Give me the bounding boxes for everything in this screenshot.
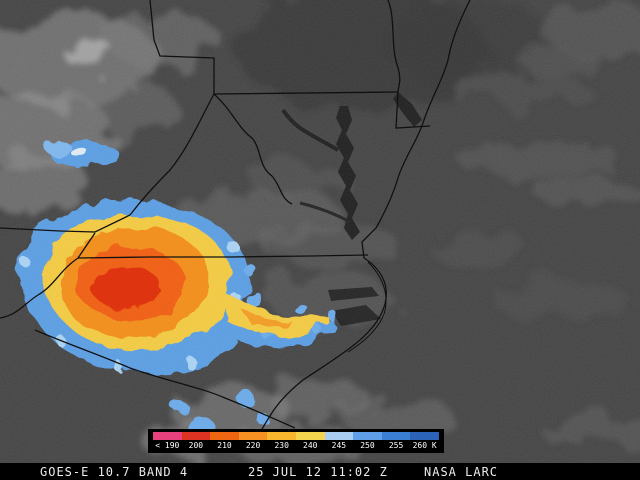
source-label: NASA LARC	[424, 465, 499, 479]
legend-label: 220	[245, 441, 261, 450]
grain-overlay	[0, 0, 640, 464]
legend-label: 230	[274, 441, 289, 450]
legend-label: 260 K	[412, 441, 437, 450]
legend-entry: 245	[324, 432, 354, 452]
legend-entry: 260 K	[410, 432, 439, 452]
legend-swatch	[353, 432, 382, 440]
legend-entry: 255	[381, 432, 411, 452]
legend-label: < 190	[155, 441, 180, 450]
legend-swatch	[324, 432, 354, 440]
legend-label: 200	[188, 441, 204, 450]
legend-label: 240	[303, 441, 318, 450]
legend-swatch	[410, 432, 439, 440]
legend-entry: 210	[210, 432, 239, 452]
legend-label: 245	[331, 441, 347, 450]
legend-swatch	[153, 432, 182, 440]
legend-swatch	[210, 432, 239, 440]
legend-entry: 240	[295, 432, 325, 452]
legend-entry: 200	[181, 432, 211, 452]
instrument-label: GOES-E 10.7 BAND 4	[40, 465, 189, 479]
status-bar: GOES-E 10.7 BAND 4 25 JUL 12 11:02 Z NAS…	[0, 463, 640, 480]
legend-label: 210	[217, 441, 232, 450]
timestamp-label: 25 JUL 12 11:02 Z	[248, 465, 388, 479]
legend-swatch	[381, 432, 411, 440]
legend-swatch	[295, 432, 325, 440]
temperature-legend: < 190 200 210 220 230 240 245 250 255 260 K	[148, 429, 444, 453]
legend-entries: < 190 200 210 220 230 240 245 250 255 260 K	[153, 432, 439, 452]
legend-swatch	[181, 432, 211, 440]
legend-label: 250	[360, 441, 375, 450]
legend-swatch	[238, 432, 268, 440]
legend-entry: 220	[238, 432, 268, 452]
legend-entry: 230	[267, 432, 296, 452]
legend-swatch	[267, 432, 296, 440]
legend-entry: < 190	[153, 432, 182, 452]
legend-entry: 250	[353, 432, 382, 452]
legend-label: 255	[388, 441, 404, 450]
